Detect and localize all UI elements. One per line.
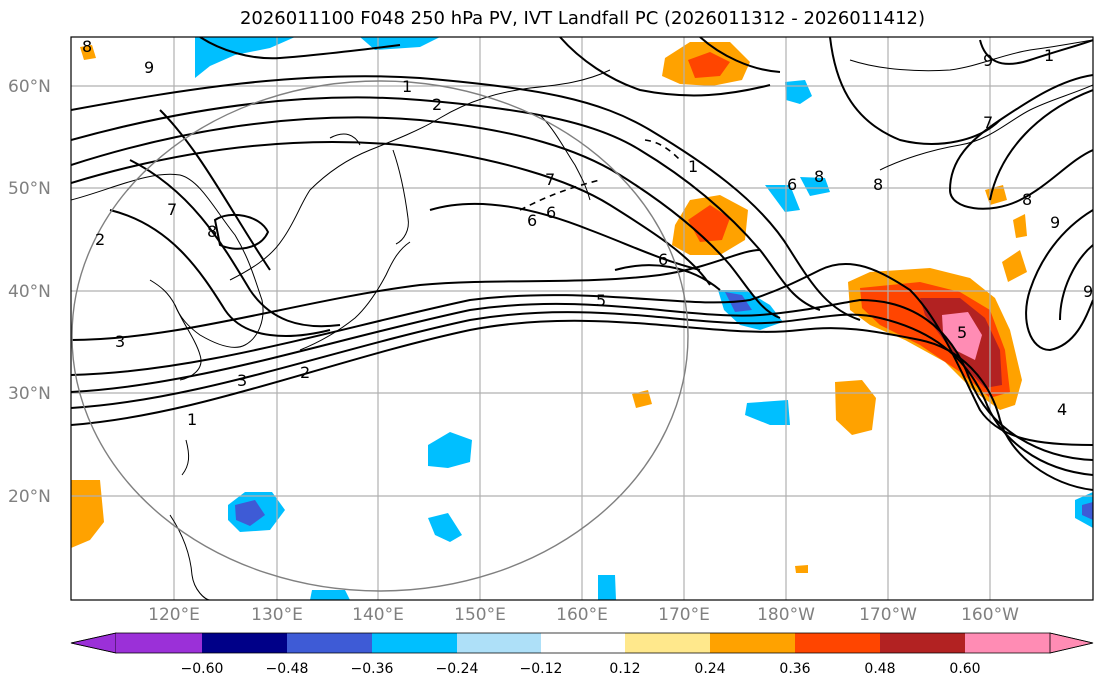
colorbar-low-extend	[70, 632, 117, 654]
contour-label: 8	[82, 37, 92, 56]
positive-anomaly-patch	[942, 312, 982, 360]
colorbar-tick-label: −0.24	[435, 661, 479, 677]
colorbar-tick-label: 0.48	[864, 661, 896, 677]
figure-title: 2026011100 F048 250 hPa PV, IVT Landfall…	[239, 8, 926, 29]
lat-label: 50°N	[8, 179, 51, 199]
lon-label: 120°E	[148, 605, 200, 625]
positive-anomaly-patch	[1013, 214, 1027, 238]
colorbar-high-extend	[1049, 632, 1094, 654]
contour-label: 6	[546, 203, 556, 222]
colorbar-bin	[795, 633, 880, 653]
negative-anomaly-patch	[428, 513, 462, 542]
map-frame	[70, 36, 1094, 601]
lon-label: 170°E	[658, 605, 710, 625]
pv-contours	[71, 37, 1093, 491]
contour-label: 4	[1057, 400, 1067, 419]
lon-label: 180°W	[757, 605, 815, 625]
colorbar-bin	[457, 633, 541, 653]
negative-anomaly-patch	[785, 80, 812, 104]
contour-label: 7	[167, 200, 177, 219]
contour-label: 9	[1083, 282, 1093, 301]
negative-anomaly-patch	[745, 400, 790, 425]
colorbar-tick-label: −0.12	[519, 661, 563, 677]
contour-label: 5	[596, 291, 606, 310]
negative-anomaly-patch	[310, 590, 350, 600]
colorbar-tick-label: 0.12	[609, 661, 641, 677]
positive-anomaly-patch	[71, 480, 104, 548]
contour-label: 5	[957, 323, 967, 342]
contour-label: 9	[1050, 213, 1060, 232]
lon-label: 130°E	[251, 605, 303, 625]
coastlines	[71, 39, 1093, 600]
lon-label: 160°W	[961, 605, 1019, 625]
positive-anomaly-patch	[632, 390, 652, 408]
colorbar-tick-label: −0.60	[180, 661, 224, 677]
negative-anomaly-patch	[800, 177, 830, 196]
colorbar-tick-label: 0.60	[949, 661, 981, 677]
colorbar-bin	[202, 633, 287, 653]
colorbar	[70, 632, 1094, 654]
lat-label: 30°N	[8, 384, 51, 404]
colorbar-bin	[372, 633, 457, 653]
contour-label: 1	[1044, 46, 1054, 65]
contour-label: 8	[1022, 190, 1032, 209]
negative-anomaly-patch	[428, 432, 472, 468]
contour-label-group: 8 9 1 2 7 8 2 3 3 1 2 1 7 6 6 5 8 8 9 9 …	[82, 37, 1093, 429]
radius-circle	[71, 80, 689, 592]
contour-label: 2	[95, 230, 105, 249]
contour-label: 7	[545, 170, 555, 189]
positive-anomaly-patch	[80, 45, 96, 60]
colorbar-outline	[70, 632, 1094, 654]
colorbar-bin	[541, 633, 625, 653]
colorbar-bin	[116, 633, 202, 653]
colorbar-tick-label: 0.24	[694, 661, 726, 677]
colorbar-bin	[965, 633, 1050, 653]
contour-label: 6	[787, 175, 797, 194]
contour-label: 1	[688, 157, 698, 176]
colorbar-tick-label: −0.36	[350, 661, 394, 677]
negative-anomaly-patch	[235, 500, 265, 526]
negative-anomaly-patch	[1082, 502, 1093, 520]
contour-label: 8	[873, 175, 883, 194]
contour-label: 1	[402, 77, 412, 96]
positive-anomaly-patch	[1002, 250, 1027, 282]
colorbar-bin	[287, 633, 372, 653]
positive-anomaly-patch	[795, 565, 808, 573]
lat-label: 20°N	[8, 487, 51, 507]
positive-anomaly-patch	[835, 380, 876, 435]
negative-anomaly-patch	[765, 185, 800, 212]
colorbar-bin	[880, 633, 965, 653]
contour-label: 7	[983, 113, 993, 132]
colorbar-tick-label: −0.48	[265, 661, 309, 677]
contour-label: 3	[237, 371, 247, 390]
positive-anomaly-patch	[688, 52, 730, 78]
contour-label: 9	[983, 51, 993, 70]
contour-label: 8	[207, 222, 217, 241]
contour-label: 2	[300, 363, 310, 382]
lon-label: 170°W	[859, 605, 917, 625]
dashed-contours	[519, 139, 681, 211]
lat-label: 60°N	[8, 77, 51, 97]
contour-label: 8	[814, 167, 824, 186]
colorbar-tick-label: 0.36	[779, 661, 811, 677]
lon-label: 160°E	[556, 605, 608, 625]
contour-label: 6	[527, 211, 537, 230]
contour-label: 3	[115, 332, 125, 351]
colorbar-bin	[710, 633, 795, 653]
colorbar-bin	[625, 633, 710, 653]
lon-label: 140°E	[352, 605, 404, 625]
contour-label: 2	[432, 95, 442, 114]
negative-anomaly-patch	[598, 575, 616, 600]
lon-label: 150°E	[454, 605, 506, 625]
lat-label: 40°N	[8, 282, 51, 302]
contour-label: 1	[187, 410, 197, 429]
contour-label: 9	[144, 58, 154, 77]
contour-label: 6	[658, 250, 668, 269]
